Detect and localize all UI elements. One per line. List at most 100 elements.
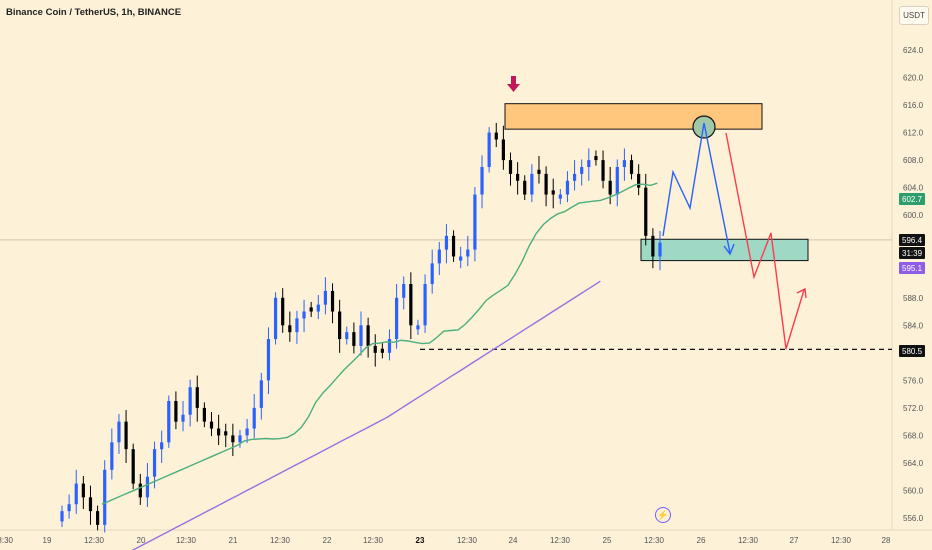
- candle-body: [366, 325, 370, 346]
- y-tick-label: 608.0: [903, 156, 924, 165]
- candle-body: [359, 325, 363, 346]
- candle-body: [565, 180, 570, 195]
- candle-body: [466, 249, 470, 257]
- x-tick-label: 18:30: [0, 536, 14, 545]
- y-tick-label: 624.0: [903, 46, 924, 55]
- x-tick-label: 20: [137, 536, 146, 545]
- candle-body: [651, 235, 655, 257]
- candle-body: [202, 407, 206, 422]
- y-tick-label: 616.0: [903, 101, 924, 110]
- candle-body: [530, 173, 534, 195]
- candle-body: [430, 263, 434, 284]
- x-tick-label: 27: [790, 536, 799, 545]
- candle-body: [266, 339, 271, 381]
- candle-body: [622, 160, 627, 167]
- candle-body: [523, 180, 527, 195]
- candle-body: [81, 483, 85, 498]
- x-tick-label: 23: [416, 536, 425, 545]
- x-tick-label: 12:30: [176, 536, 197, 545]
- candle-body: [352, 332, 356, 346]
- candle-body: [273, 297, 278, 340]
- y-tick-label: 584.0: [903, 321, 924, 330]
- candle-body: [480, 167, 484, 195]
- y-tick-label: 600.0: [903, 211, 924, 220]
- candle-body: [551, 190, 555, 195]
- candle-body: [580, 167, 584, 174]
- resistance-zone: [504, 103, 763, 130]
- blue-projection: [662, 122, 731, 254]
- candle-body: [387, 339, 392, 353]
- candle-body: [444, 235, 449, 250]
- candle-body: [217, 428, 221, 436]
- x-tick-label: 12:30: [831, 536, 852, 545]
- candle-body: [394, 297, 399, 340]
- candle-body: [245, 428, 249, 436]
- candle-body: [345, 332, 349, 340]
- candle-body: [124, 421, 128, 450]
- candle-body: [601, 160, 605, 181]
- x-tick-label: 12:30: [738, 536, 759, 545]
- candle-body: [658, 242, 662, 257]
- candle-body: [637, 173, 641, 188]
- candle-body: [302, 311, 306, 319]
- candle-body: [416, 325, 420, 330]
- candle-body: [402, 284, 406, 298]
- y-tick-label: 564.0: [903, 459, 924, 468]
- chart-title: Binance Coin / TetherUS, 1h, BINANCE: [6, 7, 182, 18]
- y-tick-label: 620.0: [903, 74, 924, 83]
- ema-fast-line: [101, 182, 658, 505]
- y-tick-label: 556.0: [903, 514, 924, 523]
- candle-body: [437, 249, 441, 264]
- candle-body: [537, 169, 541, 174]
- candle-body: [238, 435, 242, 443]
- candle-body: [160, 442, 164, 450]
- candle-body: [209, 421, 214, 429]
- candle-body: [60, 511, 64, 522]
- x-tick-label: 12:30: [363, 536, 384, 545]
- candle-body: [281, 297, 285, 326]
- y-tick-label: 572.0: [903, 404, 924, 413]
- candle-body: [615, 167, 619, 195]
- y-tick-label: 568.0: [903, 431, 924, 440]
- candle-body: [110, 442, 114, 470]
- candle-body: [508, 160, 513, 174]
- candle-body: [494, 132, 498, 140]
- lightning-icon[interactable]: ⚡: [655, 507, 671, 523]
- candle-body: [644, 187, 648, 236]
- candle-body: [516, 173, 520, 181]
- candle-body: [231, 435, 235, 443]
- red-projection: [725, 132, 805, 350]
- candle-body: [88, 497, 93, 512]
- candle-body: [252, 407, 256, 429]
- candle-body: [259, 380, 263, 408]
- x-tick-label: 12:30: [270, 536, 291, 545]
- candle-body: [152, 449, 157, 477]
- y-tick-label: 560.0: [903, 486, 924, 495]
- candle-body: [558, 194, 562, 199]
- x-tick-label: 24: [509, 536, 518, 545]
- candle-body: [629, 160, 634, 174]
- candle-body: [594, 155, 598, 161]
- candle-body: [338, 311, 342, 340]
- candle-body: [380, 348, 384, 353]
- x-tick-label: 26: [697, 536, 706, 545]
- y-tick-label: 588.0: [903, 294, 924, 303]
- currency-button[interactable]: USDT: [899, 6, 929, 25]
- x-tick-label: 12:30: [457, 536, 478, 545]
- current-price-tag: 596.4: [899, 234, 926, 246]
- candle-body: [451, 235, 456, 257]
- candle-body: [323, 290, 328, 305]
- x-tick-label: 19: [43, 536, 52, 545]
- candle-body: [473, 194, 477, 250]
- ema-slow-line: [131, 280, 601, 550]
- candle-body: [138, 483, 142, 498]
- candle-body: [608, 180, 612, 195]
- ema-fast-tag: 602.7: [899, 193, 926, 205]
- x-tick-label: 12:30: [84, 536, 105, 545]
- candle-body: [145, 476, 150, 498]
- candle-body: [131, 449, 135, 484]
- x-tick-label: 25: [603, 536, 612, 545]
- candle-body: [167, 401, 171, 443]
